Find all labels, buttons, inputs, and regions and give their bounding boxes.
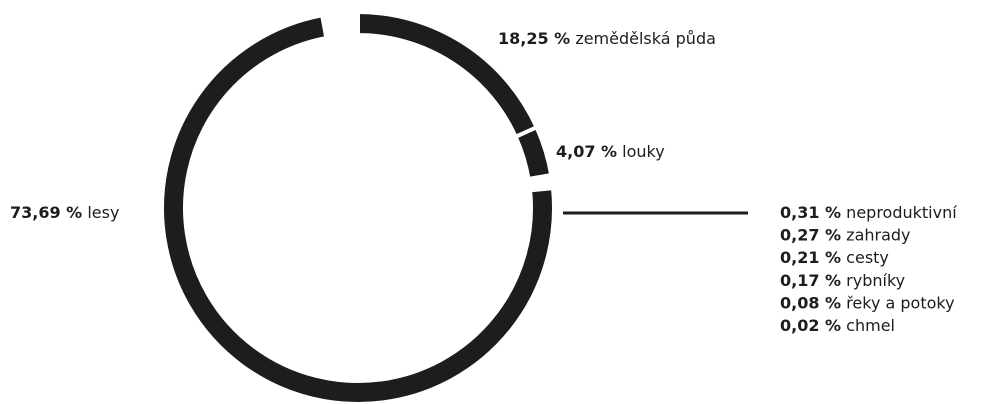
- category-label: zahrady: [846, 225, 910, 244]
- category-label: řeky a potoky: [846, 293, 954, 312]
- value-label: 0,17 %: [780, 270, 841, 289]
- segment-label: 0,21 % cesty: [780, 248, 889, 267]
- category-label: louky: [622, 142, 665, 161]
- value-label: 18,25 %: [498, 29, 570, 48]
- segment-label: 0,02 % chmel: [780, 316, 895, 335]
- segment-label: 4,07 % louky: [556, 142, 665, 161]
- category-label: cesty: [846, 248, 889, 267]
- category-label: lesy: [87, 203, 119, 222]
- value-label: 0,27 %: [780, 225, 841, 244]
- value-label: 0,21 %: [780, 248, 841, 267]
- category-label: zemědělská půda: [575, 29, 716, 48]
- value-label: 73,69 %: [10, 203, 82, 222]
- value-label: 0,08 %: [780, 293, 841, 312]
- category-label: rybníky: [846, 270, 905, 289]
- category-label: chmel: [846, 316, 895, 335]
- value-label: 0,02 %: [780, 316, 841, 335]
- segment-label: 0,17 % rybníky: [780, 270, 905, 289]
- category-label: neproduktivní: [846, 203, 957, 222]
- segment-label: 0,31 % neproduktivní: [780, 203, 957, 222]
- value-label: 0,31 %: [780, 203, 841, 222]
- segment-label: 73,69 % lesy: [10, 203, 119, 222]
- value-label: 4,07 %: [556, 142, 617, 161]
- segment-label: 0,08 % řeky a potoky: [780, 293, 955, 312]
- donut-segment: [513, 124, 554, 182]
- donut-segment: [160, 12, 556, 404]
- segment-label: 18,25 % zemědělská půda: [498, 29, 716, 48]
- segment-label: 0,27 % zahrady: [780, 225, 911, 244]
